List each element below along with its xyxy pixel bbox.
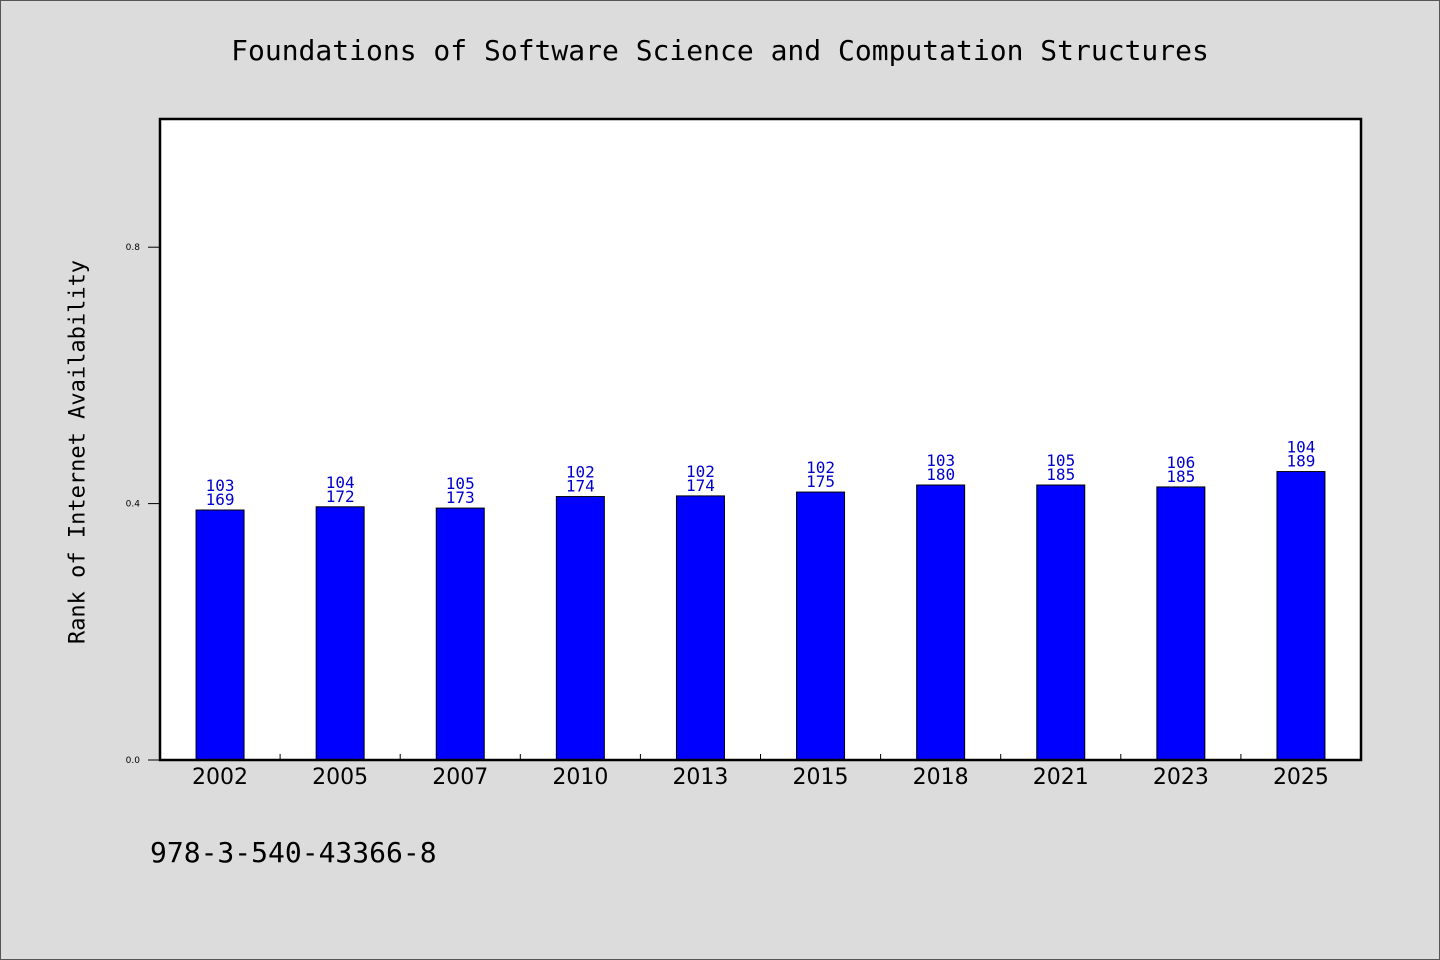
data-label-bottom-2005: 172	[326, 487, 355, 506]
data-label-bottom-2013: 174	[686, 476, 715, 495]
data-label-top-2013: 102	[686, 462, 715, 481]
y-tick-label-0.0: 0.0	[126, 756, 141, 766]
data-label-bottom-2025: 189	[1286, 452, 1315, 471]
data-label-bottom-2015: 175	[806, 472, 835, 491]
bar-2002	[195, 509, 245, 761]
x-tick-label-2002: 2002	[192, 765, 248, 790]
bar-2015	[796, 491, 846, 761]
data-label-top-2005: 104	[326, 473, 355, 492]
data-label-top-2018: 103	[926, 451, 955, 470]
data-label-top-2023: 106	[1166, 453, 1195, 472]
bar-2018	[916, 484, 966, 761]
data-label-top-2007: 105	[446, 474, 475, 493]
x-tick-label-2018: 2018	[913, 765, 969, 790]
x-tick-label-2010: 2010	[552, 765, 608, 790]
data-label-bottom-2021: 185	[1046, 465, 1075, 484]
data-label-bottom-2018: 180	[926, 465, 955, 484]
bar-2021	[1036, 484, 1086, 761]
x-tick-label-2005: 2005	[312, 765, 368, 790]
y-tick-label-0.4: 0.4	[126, 500, 141, 510]
x-tick-label-2023: 2023	[1153, 765, 1209, 790]
data-label-top-2021: 105	[1046, 451, 1075, 470]
data-label-top-2010: 102	[566, 463, 595, 482]
chart-title: Foundations of Software Science and Comp…	[231, 34, 1209, 67]
y-tick-label-0.8: 0.8	[126, 243, 141, 253]
bar-2023	[1156, 486, 1206, 761]
bar-2007	[435, 507, 485, 761]
bar-2013	[675, 495, 725, 761]
x-tick-label-2015: 2015	[793, 765, 849, 790]
bar-2025	[1276, 471, 1326, 761]
x-tick-label-2007: 2007	[432, 765, 488, 790]
isbn-footnote: 978-3-540-43366-8	[150, 836, 437, 869]
data-label-bottom-2010: 174	[566, 477, 595, 496]
data-label-top-2025: 104	[1286, 438, 1315, 457]
x-tick-label-2025: 2025	[1273, 765, 1329, 790]
data-label-top-2015: 102	[806, 458, 835, 477]
bar-2005	[315, 506, 365, 761]
data-label-bottom-2023: 185	[1166, 467, 1195, 486]
x-tick-label-2021: 2021	[1033, 765, 1089, 790]
plot-border	[158, 117, 1363, 762]
x-tick-label-2013: 2013	[672, 765, 728, 790]
data-label-bottom-2002: 169	[206, 490, 235, 509]
data-label-top-2002: 103	[206, 476, 235, 495]
bar-2010	[555, 496, 605, 761]
data-label-bottom-2007: 173	[446, 488, 475, 507]
